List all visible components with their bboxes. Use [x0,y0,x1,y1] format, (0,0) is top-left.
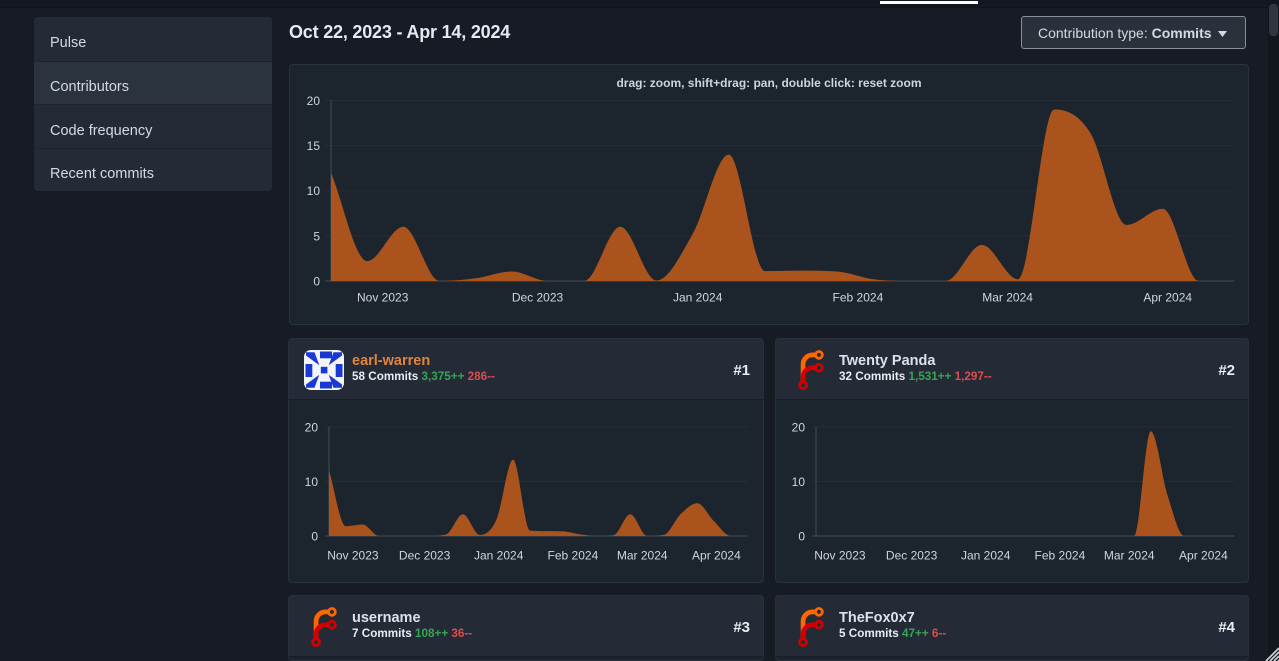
svg-text:Mar 2024: Mar 2024 [982,291,1033,305]
svg-text:Jan 2024: Jan 2024 [474,549,524,563]
svg-text:20: 20 [307,94,321,108]
svg-text:Dec 2023: Dec 2023 [886,549,938,563]
svg-text:Mar 2024: Mar 2024 [617,549,668,563]
svg-text:Apr 2024: Apr 2024 [692,549,741,563]
svg-text:5: 5 [313,229,320,243]
svg-text:20: 20 [792,420,806,434]
svg-text:10: 10 [305,475,319,489]
svg-text:Feb 2024: Feb 2024 [833,291,884,305]
svg-text:0: 0 [798,529,805,543]
svg-text:Feb 2024: Feb 2024 [1035,549,1086,563]
svg-text:Apr 2024: Apr 2024 [1143,291,1192,305]
svg-text:10: 10 [307,184,321,198]
svg-text:Jan 2024: Jan 2024 [961,549,1011,563]
svg-text:20: 20 [305,420,319,434]
svg-text:0: 0 [311,529,318,543]
svg-text:Feb 2024: Feb 2024 [548,549,599,563]
svg-text:Mar 2024: Mar 2024 [1104,549,1155,563]
svg-text:Dec 2023: Dec 2023 [399,549,451,563]
svg-text:15: 15 [307,139,321,153]
svg-text:Apr 2024: Apr 2024 [1179,549,1228,563]
svg-text:0: 0 [313,274,320,288]
svg-text:10: 10 [792,475,806,489]
svg-text:Nov 2023: Nov 2023 [357,291,409,305]
svg-text:Nov 2023: Nov 2023 [327,549,379,563]
svg-text:Jan 2024: Jan 2024 [673,291,723,305]
svg-text:Nov 2023: Nov 2023 [814,549,866,563]
svg-text:Dec 2023: Dec 2023 [512,291,564,305]
